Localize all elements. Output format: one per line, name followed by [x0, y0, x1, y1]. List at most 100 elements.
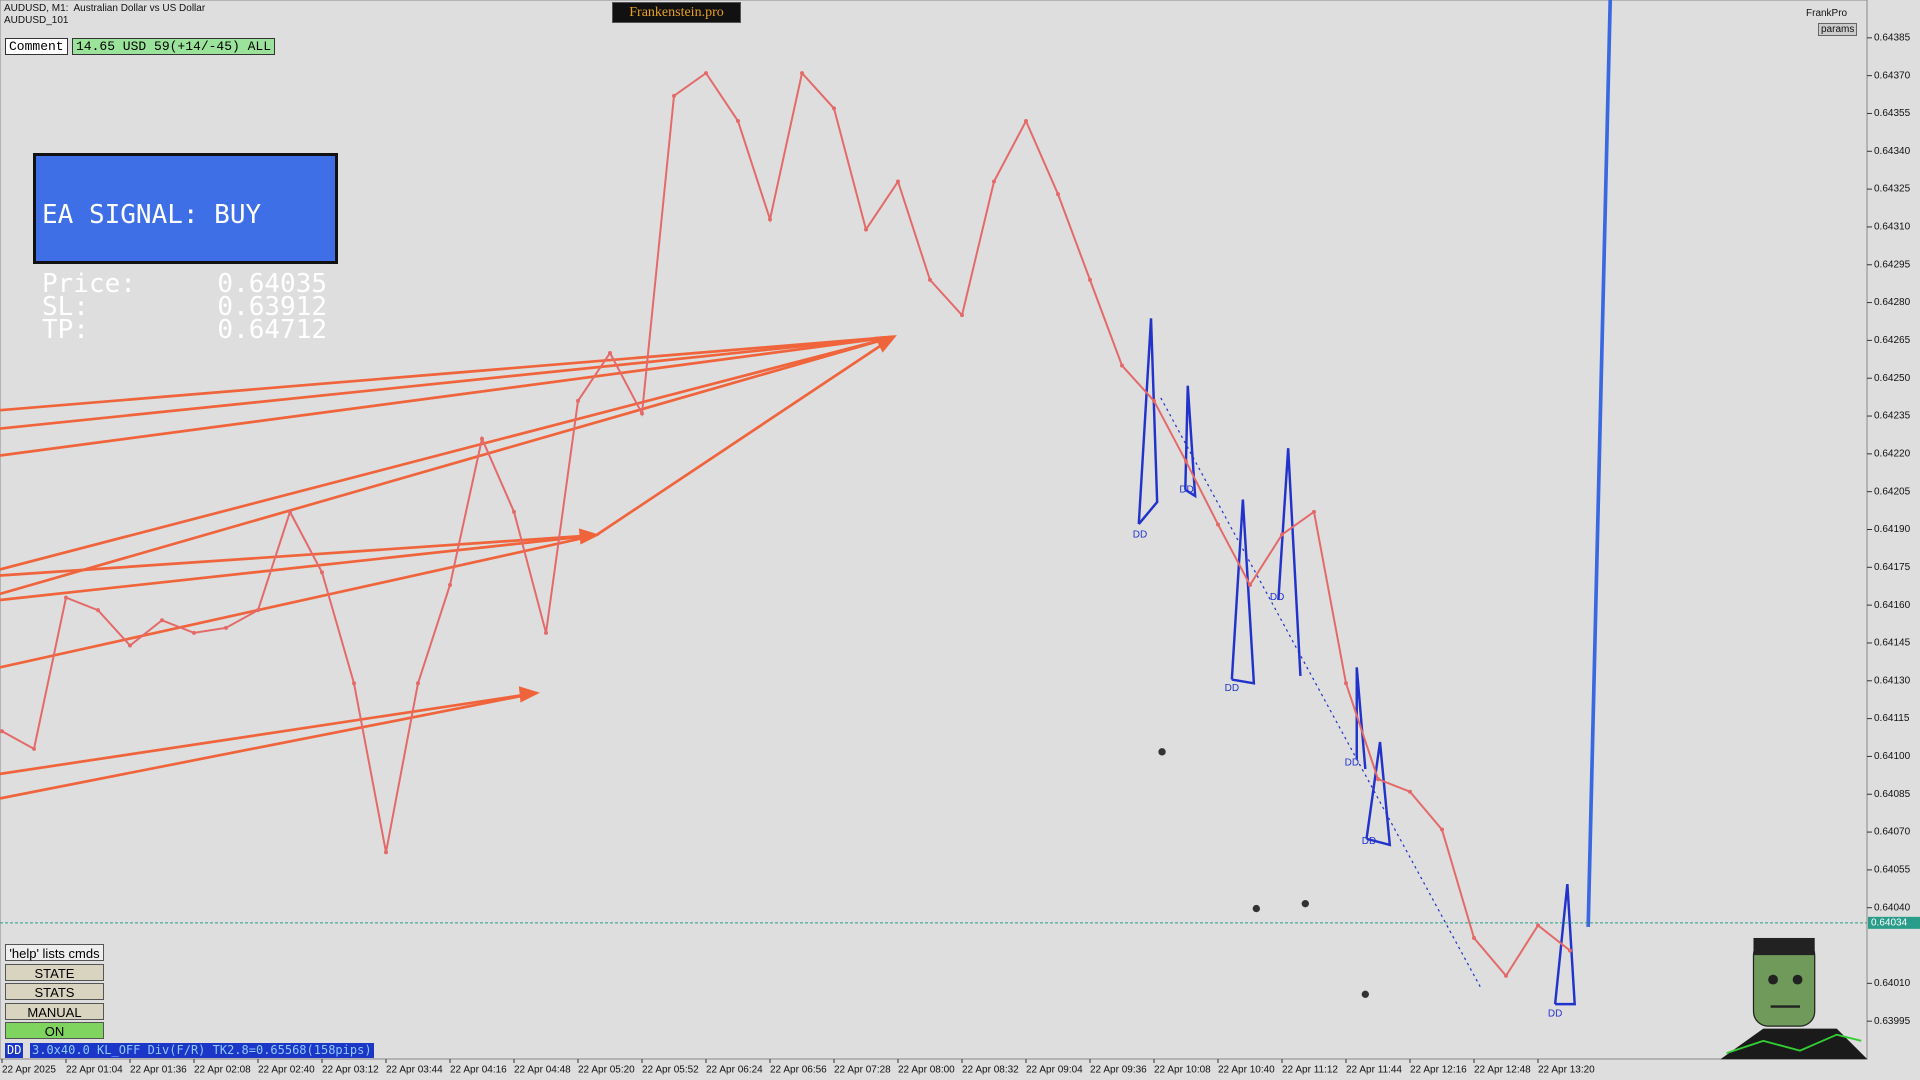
price-point: [1280, 532, 1284, 537]
dd-label: DD: [1362, 836, 1376, 847]
x-tick-label: 22 Apr 02:08: [194, 1065, 251, 1076]
signal-row: Price: 0.64035: [42, 269, 335, 299]
price-point: [992, 179, 996, 184]
y-tick-label: 0.64235: [1874, 411, 1911, 422]
y-tick-label: 0.64370: [1874, 70, 1911, 81]
price-line: [1, 71, 1571, 978]
signal-title: EA SIGNAL: BUY: [42, 200, 262, 230]
price-point: [864, 227, 868, 232]
y-tick-label: 0.64265: [1874, 335, 1911, 346]
price-point: [576, 398, 580, 403]
panel-button[interactable]: STATE: [5, 964, 104, 981]
y-tick-label: 0.64100: [1874, 751, 1911, 762]
price-point: [288, 509, 292, 514]
params-button[interactable]: params: [1818, 23, 1858, 36]
signal-row-label: TP:: [42, 315, 89, 345]
y-tick-label: 0.64085: [1874, 789, 1911, 800]
signal-row: SL: 0.63912: [42, 294, 335, 320]
signal-rows: Price: 0.64035 SL: 0.63912 TP: 0.64712: [42, 269, 335, 345]
price-point: [1248, 582, 1252, 587]
price-point: [608, 351, 612, 355]
y-tick-label: 0.64175: [1874, 562, 1911, 573]
x-tick-label: 22 Apr 03:12: [322, 1065, 379, 1076]
current-price-box: [1868, 916, 1920, 929]
price-point: [64, 595, 68, 600]
x-tick-label: 22 Apr 05:20: [578, 1065, 635, 1076]
x-tick-label: 22 Apr 05:52: [642, 1065, 699, 1076]
y-tick-label: 0.64325: [1874, 184, 1911, 195]
x-tick-label: 22 Apr 10:08: [1154, 1065, 1211, 1076]
signal-row: TP: 0.64712: [42, 315, 335, 345]
price-point: [704, 71, 708, 76]
price-point: [1536, 923, 1540, 928]
price-point: [32, 746, 36, 751]
x-tick-label: 22 Apr 07:28: [834, 1065, 891, 1076]
price-point: [960, 313, 964, 318]
dd-label: DD: [1179, 484, 1193, 495]
y-tick-label: 0.64250: [1874, 373, 1911, 384]
y-tick-label: 0.64310: [1874, 222, 1911, 233]
y-tick-label: 0.64040: [1874, 902, 1911, 913]
price-point: [1152, 398, 1156, 403]
price-point: [1056, 192, 1060, 197]
symbol-title: AUDUSD, M1: Australian Dollar vs US Doll…: [4, 3, 206, 14]
x-tick-label: 22 Apr 06:24: [706, 1065, 763, 1076]
y-tick-label: 0.64190: [1874, 524, 1911, 535]
y-tick-label: 0.64220: [1874, 448, 1911, 459]
price-point: [0, 729, 4, 734]
panel-button[interactable]: MANUAL: [5, 1003, 104, 1020]
price-point: [320, 570, 324, 575]
x-tick-label: 22 Apr 2025: [2, 1065, 56, 1076]
skull-markers: [1158, 748, 1369, 998]
price-point: [1184, 459, 1188, 464]
dd-label: DD: [1270, 592, 1284, 603]
price-point: [192, 630, 196, 635]
price-point: [448, 582, 452, 587]
price-point: [1504, 973, 1508, 978]
dd-label: DD: [1133, 530, 1147, 541]
signal-row-value: 0.64035: [217, 269, 327, 299]
price-point: [512, 509, 516, 514]
price-point: [832, 106, 836, 111]
price-point: [1440, 827, 1444, 832]
help-button[interactable]: 'help' lists cmds: [5, 944, 104, 961]
price-point: [1344, 681, 1348, 686]
x-tick-label: 22 Apr 09:04: [1026, 1065, 1083, 1076]
dd-label: DD: [1225, 683, 1239, 694]
status-tag: DD: [5, 1043, 24, 1058]
x-tick-label: 22 Apr 08:00: [898, 1065, 955, 1076]
panel-button[interactable]: ON: [5, 1022, 104, 1039]
price-point: [1216, 522, 1220, 527]
price-point: [224, 625, 228, 630]
x-tick-label: 22 Apr 02:40: [258, 1065, 315, 1076]
x-tick-label: 22 Apr 11:12: [1282, 1065, 1338, 1076]
price-point: [384, 850, 388, 855]
price-point: [1312, 509, 1316, 514]
dd-label: DD: [1345, 758, 1359, 769]
comment-value: 14.65 USD 59(+14/-45) ALL: [72, 38, 276, 55]
price-point: [480, 436, 484, 441]
price-point: [736, 119, 740, 124]
price-point: [800, 71, 804, 76]
x-tick-label: 22 Apr 01:36: [130, 1065, 187, 1076]
price-point: [768, 217, 772, 222]
y-tick-label: 0.64205: [1874, 486, 1911, 497]
x-tick-label: 22 Apr 09:36: [1090, 1065, 1147, 1076]
x-tick-label: 22 Apr 12:16: [1410, 1065, 1467, 1076]
current-price-label: 0.64034: [1871, 917, 1908, 928]
y-tick-label: 0.64130: [1874, 675, 1911, 686]
price-point: [96, 608, 100, 613]
price-point: [928, 277, 932, 282]
x-tick-label: 22 Apr 04:48: [514, 1065, 571, 1076]
price-point: [672, 93, 676, 98]
trend-dashed: [1160, 397, 1483, 990]
divergence-arrows: [0, 335, 897, 800]
x-tick-label: 22 Apr 04:16: [450, 1065, 507, 1076]
y-tick-label: 0.64010: [1874, 978, 1911, 989]
y-tick-label: 0.64355: [1874, 108, 1911, 119]
avatar: [1720, 937, 1868, 1060]
panel-button[interactable]: STATS: [5, 983, 104, 1000]
account-label: AUDUSD_101: [4, 15, 69, 26]
price-point: [544, 630, 548, 635]
